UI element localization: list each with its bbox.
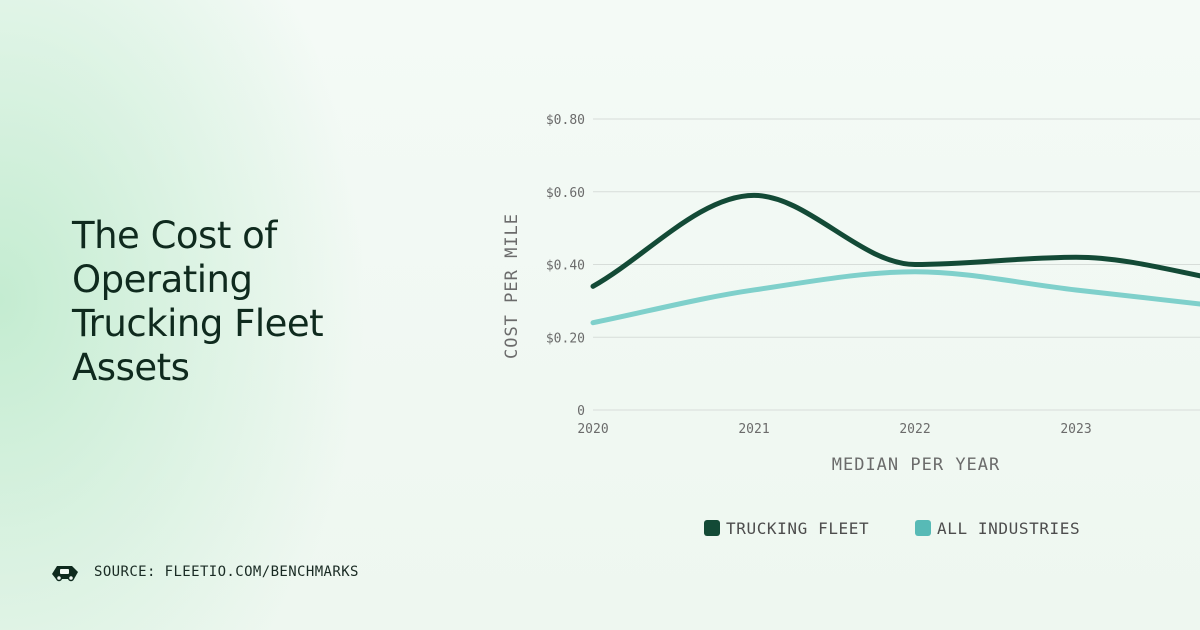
x-tick-label: 2021 <box>738 422 769 437</box>
fleetio-logo-icon <box>50 562 80 582</box>
x-tick-label: 2022 <box>899 422 930 437</box>
legend-swatch <box>704 520 720 536</box>
y-tick-label: $0.20 <box>546 331 585 346</box>
y-tick-label: $0.80 <box>546 113 585 128</box>
legend-label: TRUCKING FLEET <box>726 519 869 538</box>
page-title: The Cost of Operating Trucking Fleet Ass… <box>72 214 324 389</box>
legend: TRUCKING FLEET ALL INDUSTRIES <box>704 519 1080 538</box>
series-line-all-industries <box>590 269 1200 326</box>
source-line: SOURCE: FLEETIO.COM/BENCHMARKS <box>50 562 359 582</box>
x-tick-label: 2023 <box>1060 422 1091 437</box>
legend-label: ALL INDUSTRIES <box>937 519 1080 538</box>
source-text: SOURCE: FLEETIO.COM/BENCHMARKS <box>94 564 359 580</box>
series-line-trucking-fleet <box>590 192 1200 289</box>
x-tick-label: 2020 <box>577 422 608 437</box>
legend-swatch <box>915 520 931 536</box>
x-axis-title: MEDIAN PER YEAR <box>832 455 1001 475</box>
y-axis-title: COST PER MILE <box>502 213 522 359</box>
y-tick-label: 0 <box>577 404 585 419</box>
y-tick-label: $0.40 <box>546 259 585 274</box>
y-tick-label: $0.60 <box>546 186 585 201</box>
